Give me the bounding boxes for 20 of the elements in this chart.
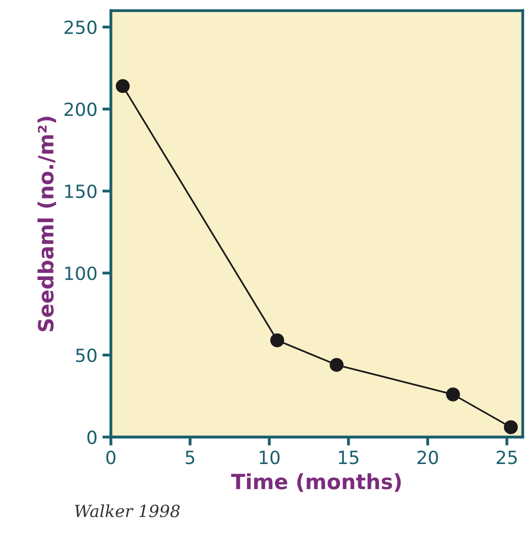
y-axis-title: Seedbaml (no./m²) — [38, 116, 56, 332]
y-tick-label: 250 — [64, 20, 96, 34]
y-tick-label: 150 — [65, 184, 96, 198]
point — [116, 79, 130, 94]
y-tick-label: 200 — [64, 102, 96, 116]
y-tick-label: 0 — [87, 430, 96, 444]
x-tick-label: 0 — [106, 450, 116, 464]
point — [270, 333, 284, 348]
x-tick-label: 5 — [186, 450, 194, 464]
text: Walker 1998 — [75, 504, 180, 518]
x-axis-title: Time (months) — [231, 473, 401, 492]
y-tick-label: 100 — [65, 266, 96, 280]
point — [446, 387, 460, 402]
x-tick-label: 25 — [496, 450, 517, 464]
point — [504, 420, 518, 434]
point — [330, 358, 344, 372]
x-tick-label: 10 — [260, 450, 280, 464]
y-tick-label: 50 — [76, 348, 96, 362]
x-tick-label: 15 — [338, 450, 358, 464]
x-tick-label: 20 — [418, 450, 438, 464]
